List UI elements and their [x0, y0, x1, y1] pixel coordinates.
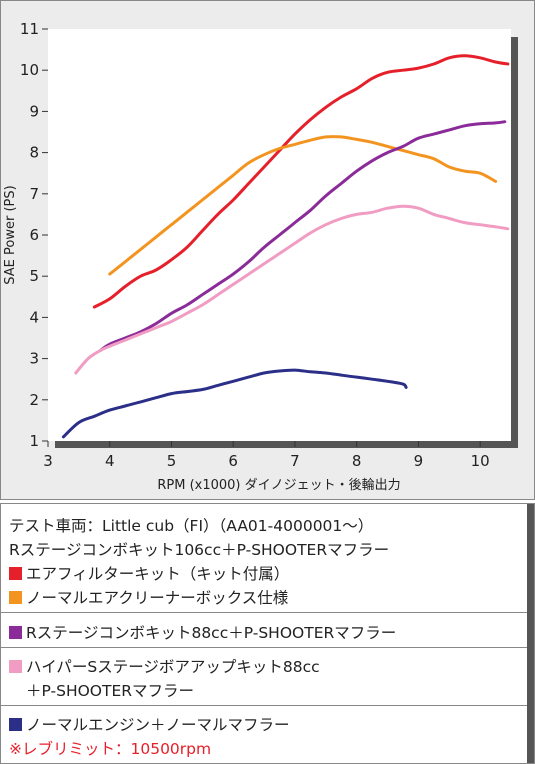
y-tick-label: 10 [20, 61, 39, 79]
legend-item-red: エアフィルターキット（キット付属） [9, 562, 289, 584]
x-tick-label: 4 [105, 452, 115, 470]
series-line-purple [99, 120, 507, 352]
x-tick-label: 7 [290, 452, 300, 470]
y-tick-label: 5 [29, 267, 39, 285]
group1-header: Rステージコンボキット106cc＋P-SHOOTERマフラー [9, 541, 390, 559]
x-tick-label: 5 [167, 452, 177, 470]
test-vehicle-text: テスト車両：Little cub（FI）（AA01-4000001～） [9, 517, 374, 535]
swatch-orange [9, 591, 22, 604]
y-axis-label: SAE Power (PS) [3, 185, 18, 284]
chart-panel: 3 4 5 6 7 8 9 10 1 2 3 4 5 6 7 8 9 10 11 RPM (x1000) ダイノジ… [0, 0, 535, 500]
x-tick-label: 9 [414, 452, 424, 470]
y-tick-label: 7 [29, 185, 39, 203]
rev-limit-note: ※レブリミット：10500rpm [9, 740, 212, 758]
swatch-navy [9, 718, 22, 731]
series-line-orange [108, 135, 498, 276]
y-tick-label: 1 [29, 432, 39, 450]
divider-2 [1, 647, 534, 648]
series-line-red [92, 54, 510, 309]
x-tick-label: 8 [352, 452, 362, 470]
y-tick-label: 8 [29, 144, 39, 162]
plot-shadow-right [511, 37, 518, 448]
legend-item-navy: ノーマルエンジン＋ノーマルマフラー [9, 713, 290, 735]
plot-shadow-bottom [55, 441, 518, 448]
power-chart: 3 4 5 6 7 8 9 10 1 2 3 4 5 6 7 8 9 10 11 RPM (x1000) ダイノジ… [3, 20, 518, 493]
legend-item-pink: ハイパーSステージボアアップキット88cc [9, 655, 320, 677]
divider-3 [1, 705, 534, 706]
legend-label-purple: Rステージコンボキット88cc＋P-SHOOTERマフラー [26, 624, 397, 642]
x-tick-label: 6 [228, 452, 238, 470]
swatch-red [9, 567, 22, 580]
y-tick-label: 9 [29, 102, 39, 120]
y-tick-label: 11 [20, 20, 39, 38]
legend-panel: テスト車両：Little cub（FI）（AA01-4000001～） Rステー… [0, 503, 535, 764]
legend-item-orange: ノーマルエアクリーナーボックス仕様 [9, 586, 288, 608]
legend-label-pink-2: ＋P-SHOOTERマフラー [26, 682, 195, 700]
divider-1 [1, 612, 534, 613]
x-tick-label: 3 [43, 452, 53, 470]
series-line-pink [74, 204, 510, 375]
legend-label-pink-1: ハイパーSステージボアアップキット88cc [26, 658, 320, 676]
y-tick-label: 2 [29, 391, 39, 409]
legend-label-navy: ノーマルエンジン＋ノーマルマフラー [26, 716, 290, 734]
swatch-pink [9, 660, 22, 673]
legend-item-purple: Rステージコンボキット88cc＋P-SHOOTERマフラー [9, 621, 396, 643]
legend-label-orange: ノーマルエアクリーナーボックス仕様 [26, 589, 289, 607]
x-axis-label: RPM (x1000) ダイノジェット・後輪出力 [157, 477, 400, 493]
x-tick-label: 10 [471, 452, 490, 470]
legend-shadow-bar [527, 504, 534, 763]
legend-label-red: エアフィルターキット（キット付属） [26, 565, 290, 583]
series-line-navy [61, 368, 408, 439]
y-tick-label: 3 [29, 350, 39, 368]
y-tick-label: 4 [29, 308, 39, 326]
y-tick-label: 6 [29, 226, 39, 244]
swatch-purple [9, 626, 22, 639]
